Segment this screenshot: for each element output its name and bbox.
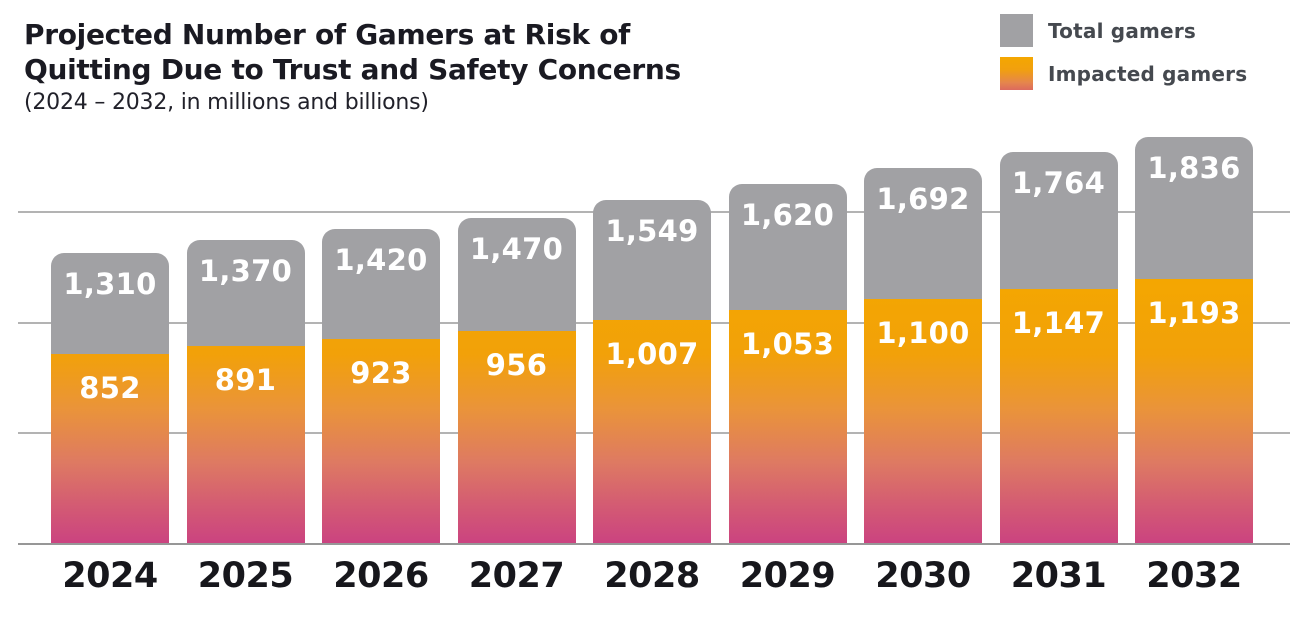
impacted-bar-segment-2024: 852 <box>51 354 169 543</box>
total-value-label-2029: 1,620 <box>740 198 835 232</box>
impacted-value-label-2027: 956 <box>485 348 548 382</box>
impacted-value-label-2031: 1,147 <box>1011 306 1106 340</box>
impacted-value-label-2025: 891 <box>214 363 277 397</box>
x-axis-label-2025: 2025 <box>197 556 294 596</box>
total-value-label-2032: 1,836 <box>1147 151 1241 185</box>
legend: Total gamers Impacted gamers <box>1000 14 1247 100</box>
chart-title-line1: Projected Number of Gamers at Risk of <box>24 18 631 51</box>
title-block: Projected Number of Gamers at Risk of Qu… <box>24 18 784 115</box>
total-value-label-2025: 1,370 <box>198 254 293 288</box>
impacted-value-label-2030: 1,100 <box>876 316 970 350</box>
x-axis-label-2028: 2028 <box>604 556 700 596</box>
impacted-bar-segment-2029: 1,053 <box>728 310 847 543</box>
impacted-value-label-2024: 852 <box>79 371 141 405</box>
impacted-bar-segment-2030: 1,100 <box>864 299 982 543</box>
x-axis-label-2030: 2030 <box>875 556 971 596</box>
total-value-label-2028: 1,549 <box>605 214 699 248</box>
impacted-bar-segment-2025: 891 <box>186 346 305 543</box>
legend-label-total-gamers: Total gamers <box>1048 18 1196 43</box>
impacted-value-label-2032: 1,193 <box>1147 296 1241 330</box>
impacted-bar-segment-2032: 1,193 <box>1135 279 1253 543</box>
impacted-value-label-2026: 923 <box>350 356 412 390</box>
total-value-label-2027: 1,470 <box>469 232 564 266</box>
legend-label-impacted-gamers: Impacted gamers <box>1048 61 1248 86</box>
impacted-bar-segment-2031: 1,147 <box>999 289 1118 543</box>
x-axis-label-2027: 2027 <box>468 556 565 596</box>
legend-item-total-gamers: Total gamers <box>1000 14 1247 47</box>
total-value-label-2026: 1,420 <box>334 243 428 277</box>
chart-subtitle: (2024 – 2032, in millions and billions) <box>24 90 429 116</box>
impacted-bar-segment-2027: 956 <box>457 331 576 543</box>
x-axis-label-2029: 2029 <box>739 556 836 596</box>
impacted-bar-segment-2028: 1,007 <box>593 320 711 543</box>
chart-title-line2: Quitting Due to Trust and Safety Concern… <box>24 52 681 86</box>
x-axis-label-2032: 2032 <box>1146 556 1242 596</box>
x-axis-label-2031: 2031 <box>1010 556 1107 596</box>
impacted-gamers-swatch <box>1000 57 1033 90</box>
x-axis-label-2026: 2026 <box>333 556 429 596</box>
impacted-value-label-2028: 1,007 <box>605 337 699 371</box>
total-gamers-swatch <box>1000 14 1033 47</box>
total-value-label-2024: 1,310 <box>63 267 157 301</box>
impacted-bar-segment-2026: 923 <box>322 339 440 543</box>
total-value-label-2031: 1,764 <box>1011 166 1106 200</box>
impacted-value-label-2029: 1,053 <box>740 327 835 361</box>
total-value-label-2030: 1,692 <box>876 182 970 216</box>
legend-item-impacted-gamers: Impacted gamers <box>1000 57 1247 90</box>
x-axis-line <box>18 543 1290 545</box>
x-axis-label-2024: 2024 <box>62 556 158 596</box>
